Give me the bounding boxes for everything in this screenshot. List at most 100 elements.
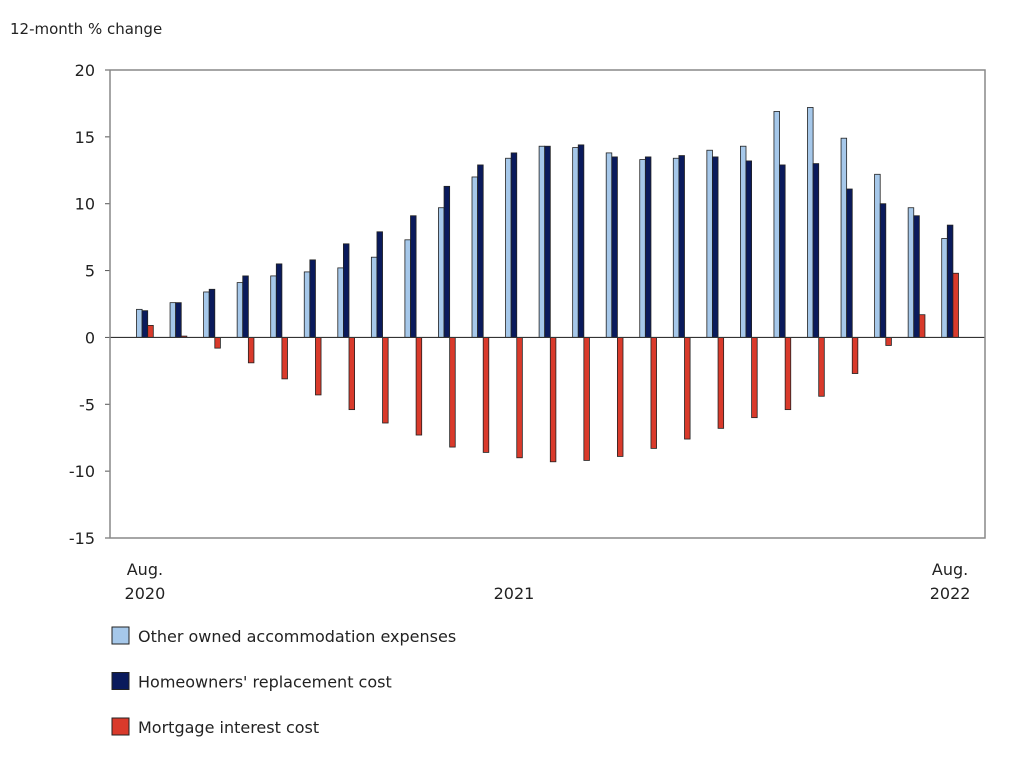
- bar-homeowners-replacement-cost-nov-2021: [644, 156, 652, 338]
- bar-homeowners-replacement-cost-sep-2020: [175, 302, 182, 338]
- y-tick-label: 15: [75, 128, 95, 147]
- bar-mortgage-interest-cost-may-2022: [851, 337, 859, 374]
- bar-homeowners-replacement-cost-apr-2022: [812, 163, 820, 338]
- bar-mortgage-interest-cost-feb-2021: [348, 337, 355, 411]
- y-tick-label: -10: [69, 462, 95, 481]
- bar-mortgage-interest-cost-mar-2022: [784, 337, 792, 411]
- y-tick-label: 10: [75, 195, 95, 214]
- bar-other-owned-accommodation-expenses-aug-2020: [136, 308, 143, 338]
- x-tick-label-month: Aug.: [127, 560, 163, 579]
- bar-homeowners-replacement-cost-may-2021: [443, 185, 451, 338]
- bar-mortgage-interest-cost-jan-2021: [315, 337, 322, 396]
- bar-other-owned-accommodation-expenses-apr-2022: [807, 107, 814, 338]
- y-tick-label: 0: [85, 328, 95, 347]
- bar-mortgage-interest-cost-oct-2021: [617, 337, 624, 457]
- bar-other-owned-accommodation-expenses-may-2022: [840, 137, 848, 338]
- bar-other-owned-accommodation-expenses-aug-2022: [941, 238, 948, 338]
- bar-mortgage-interest-cost-jun-2021: [482, 337, 490, 453]
- bar-homeowners-replacement-cost-feb-2021: [342, 243, 350, 338]
- y-tick-label: 20: [75, 61, 95, 80]
- bar-homeowners-replacement-cost-jul-2021: [510, 152, 518, 338]
- bar-mortgage-interest-cost-aug-2021: [549, 337, 557, 463]
- bar-mortgage-interest-cost-oct-2020: [214, 337, 221, 349]
- bar-other-owned-accommodation-expenses-feb-2022: [740, 145, 747, 338]
- bar-homeowners-replacement-cost-aug-2021: [544, 145, 551, 338]
- bar-other-owned-accommodation-expenses-nov-2020: [236, 282, 244, 338]
- bar-homeowners-replacement-cost-dec-2020: [275, 263, 283, 338]
- bar-homeowners-replacement-cost-jan-2022: [712, 156, 719, 338]
- x-tick-label-year: 2022: [930, 584, 971, 603]
- bar-homeowners-replacement-cost-apr-2021: [410, 215, 417, 338]
- bar-other-owned-accommodation-expenses-sep-2020: [169, 302, 177, 338]
- legend-swatch: [111, 672, 130, 690]
- bar-mortgage-interest-cost-aug-2020: [147, 324, 154, 338]
- y-axis-label: 12-month % change: [10, 20, 162, 38]
- bar-homeowners-replacement-cost-aug-2022: [946, 224, 954, 338]
- bar-mortgage-interest-cost-may-2021: [449, 337, 456, 448]
- y-tick-label: -15: [69, 529, 95, 548]
- legend-swatch: [111, 626, 130, 645]
- legend-swatch: [111, 717, 130, 736]
- legend-label: Homeowners' replacement cost: [138, 673, 392, 692]
- bar-other-owned-accommodation-expenses-mar-2021: [370, 256, 378, 338]
- bar-other-owned-accommodation-expenses-sep-2021: [572, 147, 579, 338]
- bar-mortgage-interest-cost-aug-2022: [952, 272, 959, 338]
- bar-mortgage-interest-cost-jul-2021: [516, 337, 523, 459]
- bar-homeowners-replacement-cost-aug-2020: [141, 310, 149, 338]
- y-tick-label: 5: [85, 262, 95, 281]
- bar-homeowners-replacement-cost-oct-2020: [208, 288, 216, 338]
- bar-other-owned-accommodation-expenses-dec-2021: [672, 157, 680, 338]
- bar-mortgage-interest-cost-jun-2022: [885, 337, 892, 346]
- bar-homeowners-replacement-cost-oct-2021: [611, 156, 618, 338]
- bar-homeowners-replacement-cost-jul-2022: [913, 215, 920, 338]
- bar-homeowners-replacement-cost-feb-2022: [745, 160, 752, 338]
- x-tick-label-year: 2020: [125, 584, 166, 603]
- bars: [136, 107, 959, 463]
- legend-label: Other owned accommodation expenses: [138, 627, 456, 646]
- bar-homeowners-replacement-cost-may-2022: [846, 188, 853, 338]
- bar-other-owned-accommodation-expenses-jun-2022: [874, 173, 881, 338]
- bar-other-owned-accommodation-expenses-jul-2021: [505, 157, 512, 338]
- bar-mortgage-interest-cost-apr-2022: [818, 337, 825, 397]
- bar-other-owned-accommodation-expenses-apr-2021: [404, 239, 411, 338]
- bar-mortgage-interest-cost-mar-2021: [382, 337, 389, 424]
- bar-homeowners-replacement-cost-mar-2021: [376, 231, 383, 338]
- bar-other-owned-accommodation-expenses-oct-2020: [203, 291, 210, 338]
- bar-homeowners-replacement-cost-jan-2021: [309, 259, 316, 338]
- bar-homeowners-replacement-cost-dec-2021: [678, 155, 685, 338]
- bar-mortgage-interest-cost-apr-2021: [415, 337, 423, 436]
- bar-mortgage-interest-cost-dec-2021: [684, 337, 691, 440]
- y-tick-label: -5: [79, 395, 95, 414]
- bar-other-owned-accommodation-expenses-feb-2021: [337, 267, 344, 338]
- x-tick-label-month: Aug.: [932, 560, 968, 579]
- bar-other-owned-accommodation-expenses-jan-2021: [303, 271, 311, 338]
- bar-homeowners-replacement-cost-jun-2021: [477, 164, 484, 338]
- legend-label: Mortgage interest cost: [138, 718, 319, 737]
- legend: Other owned accommodation expenses Homeow…: [111, 626, 456, 737]
- x-axis: Aug. 2020 2021 Aug. 2022: [125, 560, 971, 603]
- bar-other-owned-accommodation-expenses-jul-2022: [907, 207, 915, 338]
- bar-other-owned-accommodation-expenses-mar-2022: [773, 111, 780, 338]
- bar-homeowners-replacement-cost-mar-2022: [779, 164, 786, 338]
- bar-other-owned-accommodation-expenses-jun-2021: [471, 176, 478, 338]
- bar-mortgage-interest-cost-nov-2021: [650, 337, 657, 449]
- y-axis: 20 15 10 5 0 -5 -10 -15: [69, 61, 110, 548]
- bar-mortgage-interest-cost-feb-2022: [751, 337, 758, 419]
- plot-frame: [109, 69, 986, 539]
- bar-other-owned-accommodation-expenses-dec-2020: [270, 275, 277, 338]
- x-tick-label-year: 2021: [494, 584, 535, 603]
- bar-other-owned-accommodation-expenses-jan-2022: [706, 149, 713, 338]
- bar-mortgage-interest-cost-nov-2020: [247, 337, 255, 364]
- bar-other-owned-accommodation-expenses-aug-2021: [538, 145, 546, 338]
- bar-other-owned-accommodation-expenses-oct-2021: [605, 152, 613, 338]
- bar-homeowners-replacement-cost-nov-2020: [242, 275, 249, 338]
- bar-other-owned-accommodation-expenses-nov-2021: [639, 159, 646, 338]
- bar-other-owned-accommodation-expenses-may-2021: [438, 207, 445, 338]
- bar-homeowners-replacement-cost-jun-2022: [879, 203, 887, 338]
- bar-mortgage-interest-cost-sep-2021: [583, 337, 590, 461]
- bar-mortgage-interest-cost-jan-2022: [717, 337, 725, 429]
- bar-mortgage-interest-cost-jul-2022: [918, 314, 926, 338]
- bar-homeowners-replacement-cost-sep-2021: [577, 144, 585, 338]
- bar-mortgage-interest-cost-dec-2020: [281, 337, 288, 380]
